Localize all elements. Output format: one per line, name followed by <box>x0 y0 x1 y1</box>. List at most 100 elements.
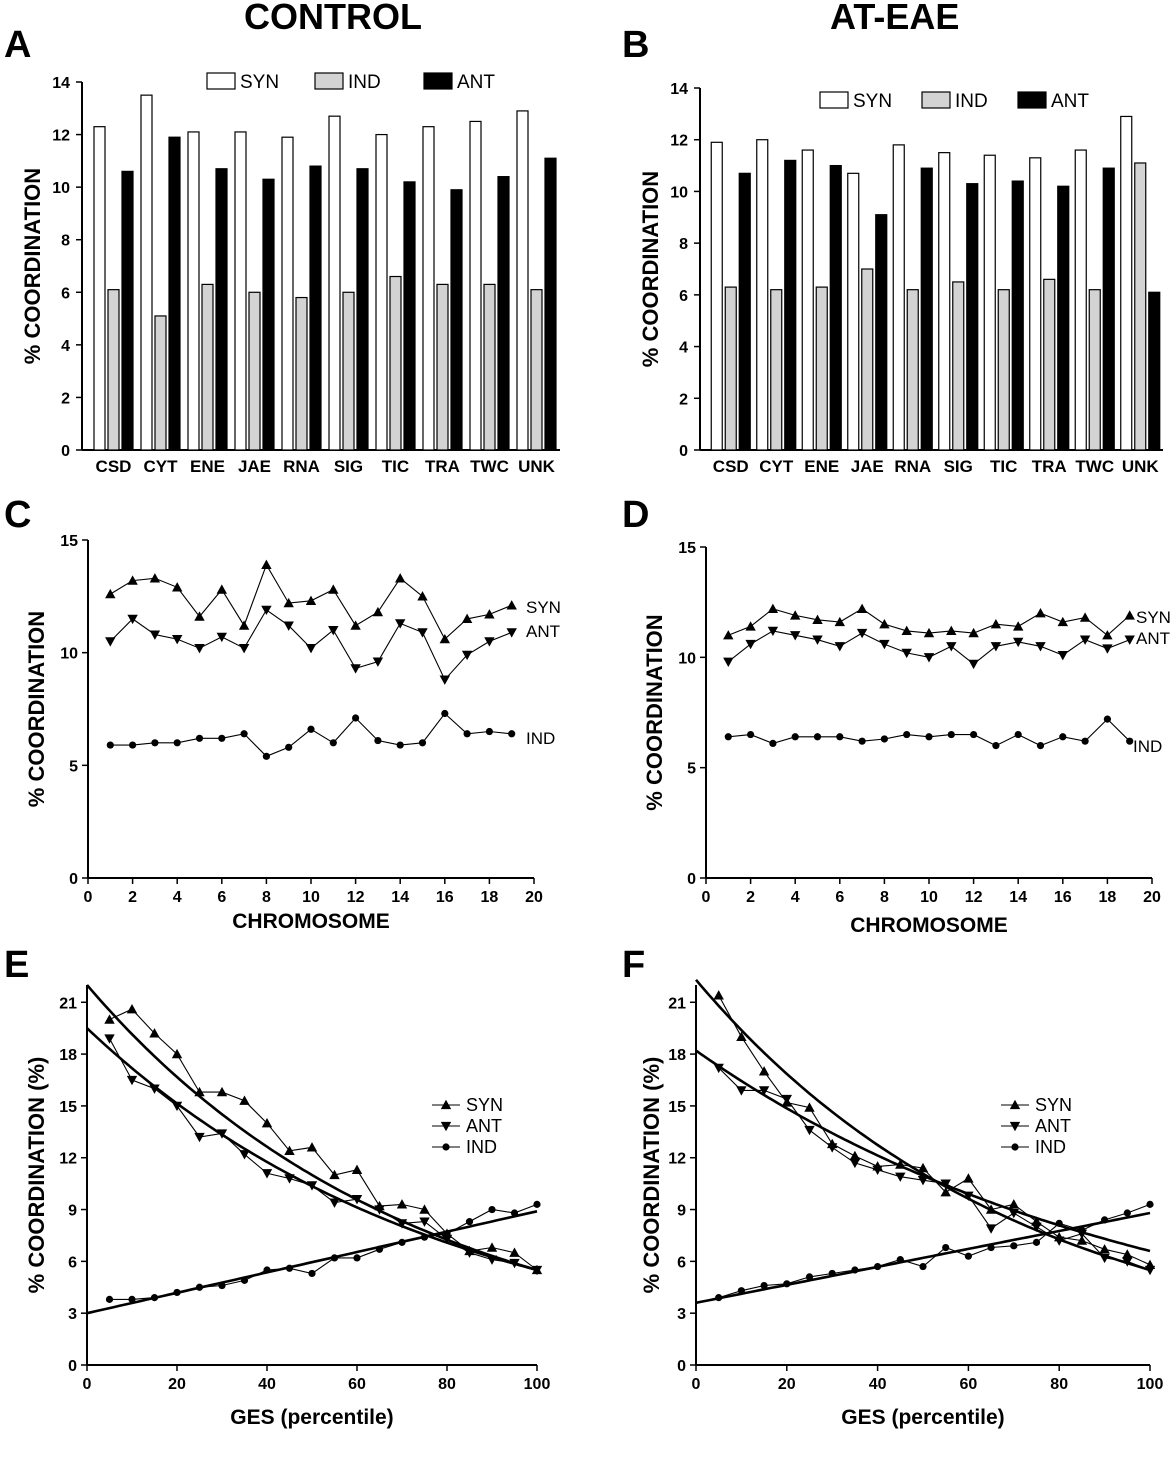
column-title-control: CONTROL <box>244 0 422 37</box>
y-tick-label: 2 <box>61 390 70 407</box>
x-tick-label: 0 <box>83 1376 92 1393</box>
y-tick-label: 9 <box>68 1203 77 1220</box>
point-syn <box>985 1204 997 1214</box>
legend-swatch-syn <box>206 72 236 90</box>
point-syn <box>305 595 317 605</box>
bar-ind <box>107 289 120 451</box>
legend-label-ind: IND <box>1035 1137 1066 1157</box>
point-ind <box>858 737 866 745</box>
y-tick-label: 10 <box>678 650 696 667</box>
point-syn <box>509 1247 520 1257</box>
point-syn <box>171 1048 183 1059</box>
y-tick-label: 0 <box>677 1358 686 1375</box>
point-ant <box>736 1086 747 1096</box>
y-tick-label: 3 <box>677 1306 686 1323</box>
x-tick-label: CSD <box>713 457 749 476</box>
bar-ind <box>530 289 543 451</box>
point-ind <box>488 1205 496 1214</box>
point-ant <box>827 1143 838 1153</box>
point-ind <box>874 1262 882 1271</box>
point-syn <box>946 625 957 636</box>
point-ant <box>216 632 227 643</box>
chart-f: 0 3 6 9 12 15 18 21 0 20 40 60 80 100 % COORDINATION (… <box>639 978 1163 1429</box>
x-axis-label: CHROMOSOME <box>232 910 390 933</box>
legend-label-syn: SYN <box>1035 1095 1072 1115</box>
x-tick-label: 80 <box>438 1376 456 1393</box>
x-tick-label: SIG <box>334 457 363 476</box>
y-tick-label: 8 <box>61 233 70 250</box>
y-tick-label: 0 <box>687 871 696 888</box>
point-syn <box>506 600 517 610</box>
x-tick-label: 8 <box>880 889 889 906</box>
x-tick-label: ENE <box>190 457 225 476</box>
point-ind <box>533 1200 541 1208</box>
y-tick-label: 15 <box>668 1099 686 1116</box>
point-syn <box>736 1031 747 1041</box>
bar-ant <box>262 178 275 451</box>
point-ant <box>968 659 979 670</box>
point-ind <box>1101 1216 1109 1224</box>
point-ind <box>308 1269 316 1278</box>
x-tick-label: 20 <box>1143 889 1161 906</box>
point-syn <box>306 1142 318 1152</box>
point-ant <box>1144 1265 1156 1276</box>
y-axis-label: % COORDINATION <box>638 171 663 367</box>
bar-syn <box>422 126 435 451</box>
point-ant <box>990 642 1002 652</box>
point-ind <box>925 733 933 741</box>
point-syn <box>1076 1235 1088 1245</box>
y-tick-label: 4 <box>61 338 70 355</box>
bar-ind <box>342 291 355 451</box>
point-ant <box>1008 1208 1019 1219</box>
x-tick-label: 10 <box>302 889 320 906</box>
point-syn <box>990 619 1002 629</box>
panel-letter-f: F <box>622 944 646 986</box>
legend-marker-ind <box>442 1143 450 1151</box>
point-ind <box>919 1262 927 1271</box>
point-ind <box>420 1233 429 1241</box>
y-tick-label: 18 <box>668 1047 686 1064</box>
point-ind <box>263 1266 271 1274</box>
point-ind <box>129 741 137 749</box>
point-ant <box>781 1094 792 1105</box>
point-ant <box>1102 644 1113 654</box>
bar-ind <box>997 289 1010 451</box>
point-syn <box>745 621 756 631</box>
y-tick-label: 0 <box>61 443 70 460</box>
bar-syn <box>516 110 529 451</box>
point-syn <box>963 1173 974 1183</box>
point-ind <box>106 741 114 749</box>
point-ind <box>240 1276 249 1284</box>
bar-ind <box>1088 289 1101 451</box>
x-tick-label: 14 <box>1009 889 1027 906</box>
point-ind <box>1126 737 1134 745</box>
point-syn <box>1057 616 1068 627</box>
x-axis-label: GES (percentile) <box>841 1406 1004 1429</box>
bar-ant <box>215 168 228 451</box>
y-tick-label: 10 <box>670 184 688 201</box>
point-syn <box>172 582 183 592</box>
x-tick-label: JAE <box>851 457 884 476</box>
y-axis-label: % COORDINATION (%) <box>24 1057 49 1294</box>
point-ind <box>1081 737 1089 745</box>
point-syn <box>968 627 979 638</box>
legend-swatch-ind <box>921 91 951 109</box>
point-ant <box>284 1174 295 1184</box>
point-ind <box>747 730 755 739</box>
bar-ant <box>356 168 369 451</box>
x-tick-label: JAE <box>238 457 271 476</box>
point-syn <box>917 1162 929 1173</box>
point-ant <box>946 642 957 652</box>
point-syn <box>849 1150 861 1161</box>
point-ant <box>1122 1257 1133 1267</box>
point-ind <box>508 730 516 738</box>
point-syn <box>1013 621 1024 631</box>
point-syn <box>194 611 205 621</box>
bar-ant <box>966 183 979 451</box>
point-ind <box>307 725 315 733</box>
bar-ind <box>483 283 496 451</box>
point-ant <box>917 1176 929 1186</box>
bar-ant <box>829 164 842 451</box>
y-tick-label: 10 <box>52 180 70 197</box>
point-ind <box>1103 715 1111 723</box>
